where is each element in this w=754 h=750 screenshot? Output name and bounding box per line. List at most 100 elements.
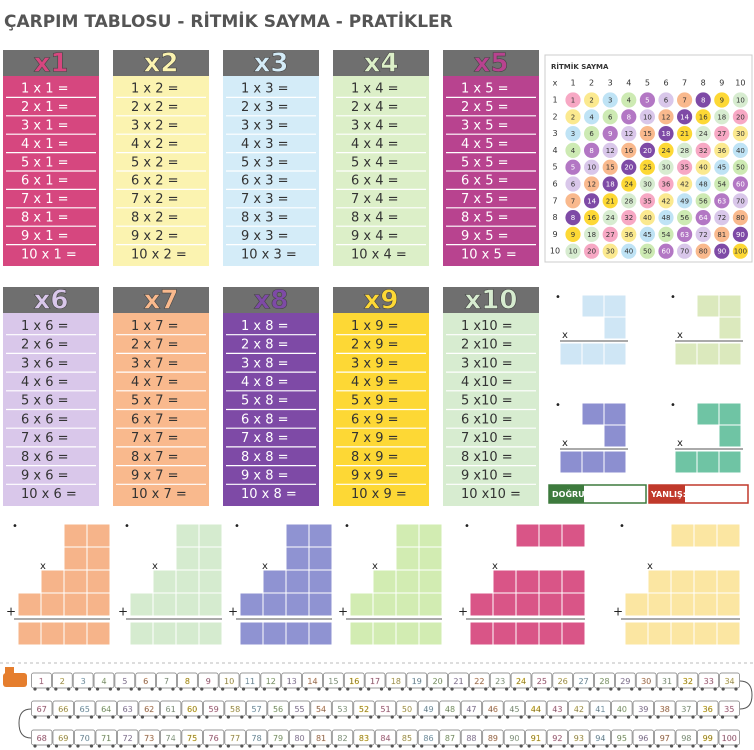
grid-cell: 16 (587, 214, 596, 222)
table-row: 10 x 8 = (241, 487, 297, 502)
practice-cell (647, 592, 672, 617)
table-row: 4 x 2 = (131, 137, 179, 152)
train-number: 52 (359, 705, 369, 714)
train-car (589, 729, 611, 746)
grid-dot (677, 92, 693, 108)
grid-cell: 24 (606, 214, 615, 222)
wheel (433, 744, 437, 748)
times-sign: x (372, 561, 378, 572)
train-car (114, 672, 136, 689)
table-header-bg (113, 50, 209, 76)
train-car (546, 700, 568, 717)
grid-dot (695, 193, 711, 209)
wheel (699, 744, 703, 748)
wheel (226, 744, 230, 748)
wheel (304, 744, 308, 748)
train-car (218, 672, 240, 689)
train-car (245, 729, 268, 746)
wheel (433, 715, 437, 719)
grid-dot (584, 92, 600, 108)
dot: • (344, 521, 350, 532)
grid-col-label: 7 (682, 79, 687, 88)
wheel (455, 715, 459, 719)
train-car (343, 672, 365, 689)
train-number: 4 (101, 677, 106, 686)
practice-cell (559, 342, 583, 366)
wheel (97, 744, 102, 748)
train-number: 49 (423, 705, 433, 714)
wheel (671, 687, 676, 691)
train-number: 24 (516, 677, 526, 686)
practice-cell (538, 621, 563, 646)
train-car (589, 700, 611, 717)
dot: • (124, 521, 130, 532)
wheel (205, 715, 209, 719)
practice-cell (469, 621, 494, 646)
wheel (691, 744, 695, 748)
practice-cell (492, 621, 517, 646)
table-row: 5 x 2 = (131, 155, 179, 170)
grid-cell: 90 (717, 248, 726, 256)
table-row: 9 x 8 = (241, 468, 289, 483)
wheel (275, 687, 279, 691)
grid-cell: 49 (680, 197, 689, 205)
wheel (592, 715, 596, 719)
table-header: x4 (364, 49, 399, 79)
train-car (245, 700, 268, 717)
grid-dot (584, 159, 600, 175)
grid-dot (714, 226, 730, 242)
train-car (181, 729, 203, 746)
grid-dot (695, 243, 711, 259)
train-number: 3 (81, 677, 86, 686)
practice-cell (581, 342, 605, 366)
grid-dot (565, 109, 581, 125)
table-row: 8 x 6 = (21, 450, 69, 465)
train-car (482, 729, 504, 746)
train-car (546, 729, 568, 746)
train-car (353, 700, 375, 717)
wheel (492, 687, 496, 691)
wheel (734, 687, 738, 691)
grid-dot (677, 210, 693, 226)
practice-cell (538, 592, 563, 617)
times-sign: x (40, 561, 46, 572)
train-number: 79 (273, 734, 283, 743)
grid-cell: 14 (587, 197, 596, 205)
grid-dot (695, 210, 711, 226)
grid-dot (639, 159, 656, 175)
train-car (552, 672, 574, 689)
table-row: 3 x 4 = (351, 119, 399, 134)
wheel (613, 715, 617, 719)
table-row: 10 x 3 = (241, 247, 297, 262)
train-car (510, 672, 532, 689)
table-header: x5 (474, 49, 509, 79)
table-row: 9 x 5 = (461, 229, 509, 244)
practice-cell (86, 592, 111, 617)
table-row: 3 x 2 = (131, 119, 179, 134)
grid-dot (658, 226, 674, 242)
grid-cell: 16 (624, 147, 633, 155)
train-car (74, 700, 96, 717)
wheel (463, 744, 467, 748)
wheel (200, 687, 204, 691)
grid-cell: 81 (717, 231, 726, 239)
wheel (630, 687, 634, 691)
grid-cell: 54 (662, 231, 671, 239)
train-number: 26 (558, 677, 568, 686)
grid-col-label: 6 (663, 79, 668, 88)
wheel (296, 687, 300, 691)
grid-cell: 15 (643, 130, 652, 138)
grid-dot (621, 210, 637, 226)
grid-cell: 18 (662, 130, 671, 138)
table-row: 9 x 9 = (351, 468, 399, 483)
train-number: 74 (166, 734, 176, 743)
practice-cell (17, 621, 42, 646)
practice-cell (561, 621, 586, 646)
grid-dot (732, 159, 749, 175)
wheel (132, 715, 137, 719)
train-number: 83 (359, 734, 369, 743)
grid-title: RİTMİK SAYMA (551, 62, 609, 71)
wheel (484, 744, 488, 748)
grid-cell: 7 (571, 197, 575, 205)
times-sign: x (647, 561, 653, 572)
